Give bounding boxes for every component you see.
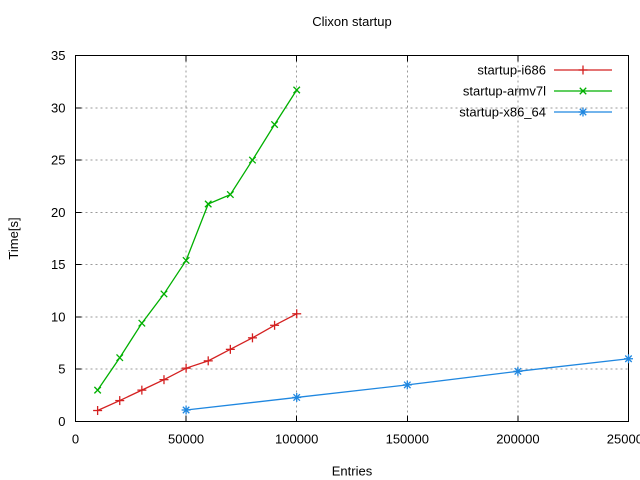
- series-line-startup-armv7l: [97, 89, 298, 391]
- series-startup-i686-marker: [93, 406, 103, 416]
- series-startup-i686-marker: [115, 396, 125, 406]
- series-startup-i686-marker: [225, 344, 235, 354]
- legend-label-startup-armv7l: startup-armv7l: [463, 84, 546, 99]
- x-tick-label: 150000: [386, 432, 429, 447]
- series-startup-x86_64-marker: [513, 366, 523, 376]
- legend-startup-armv7l-marker: [579, 87, 587, 95]
- y-tick-label: 25: [51, 153, 65, 168]
- x-tick-label: 250000: [607, 432, 640, 447]
- series-startup-armv7l-marker: [293, 86, 301, 94]
- series-startup-armv7l-marker: [116, 354, 124, 362]
- series-startup-armv7l-marker: [248, 156, 257, 164]
- series-startup-x86_64-marker: [402, 380, 412, 390]
- series-startup-i686-marker: [203, 356, 213, 366]
- y-tick-label: 0: [58, 414, 65, 429]
- series-startup-i686-marker: [181, 363, 191, 373]
- chart-title: Clixon startup: [312, 14, 391, 29]
- series-startup-armv7l-marker: [160, 290, 168, 298]
- y-tick-label: 20: [51, 205, 65, 220]
- series-startup-i686-marker: [270, 320, 280, 330]
- series-startup-x86_64-marker: [181, 405, 191, 415]
- series-startup-armv7l-marker: [93, 386, 102, 394]
- y-tick-label: 30: [51, 100, 65, 115]
- y-tick-label: 10: [51, 309, 65, 324]
- series-startup-i686-marker: [247, 333, 257, 343]
- plot-border: [75, 55, 629, 422]
- legend-label-startup-i686: startup-i686: [477, 63, 546, 78]
- y-tick-label: 5: [58, 362, 65, 377]
- series-startup-i686-marker: [137, 385, 147, 395]
- series-startup-armv7l-marker: [270, 120, 279, 129]
- series-startup-i686-marker: [292, 309, 302, 319]
- series-startup-armv7l-marker: [138, 319, 146, 327]
- y-axis-title: Time[s]: [6, 217, 21, 259]
- x-axis-title: Entries: [332, 464, 373, 479]
- legend-label-startup-x86_64: startup-x86_64: [459, 105, 546, 120]
- series-startup-armv7l-marker: [204, 200, 212, 208]
- series-startup-x86_64-marker: [624, 354, 633, 364]
- series-line-startup-i686: [97, 313, 297, 412]
- series-startup-armv7l-marker: [226, 190, 235, 199]
- x-tick-label: 200000: [496, 432, 539, 447]
- series-startup-armv7l-marker: [182, 256, 190, 265]
- x-tick-label: 50000: [168, 432, 204, 447]
- y-tick-label: 35: [51, 48, 65, 63]
- legend-startup-i686-marker: [578, 65, 588, 75]
- x-tick-label: 0: [72, 432, 79, 447]
- y-tick-label: 15: [51, 257, 65, 272]
- x-tick-label: 100000: [275, 432, 318, 447]
- series-startup-i686-marker: [159, 375, 169, 385]
- series-startup-x86_64-marker: [292, 392, 302, 402]
- legend-startup-x86_64-marker: [578, 107, 588, 117]
